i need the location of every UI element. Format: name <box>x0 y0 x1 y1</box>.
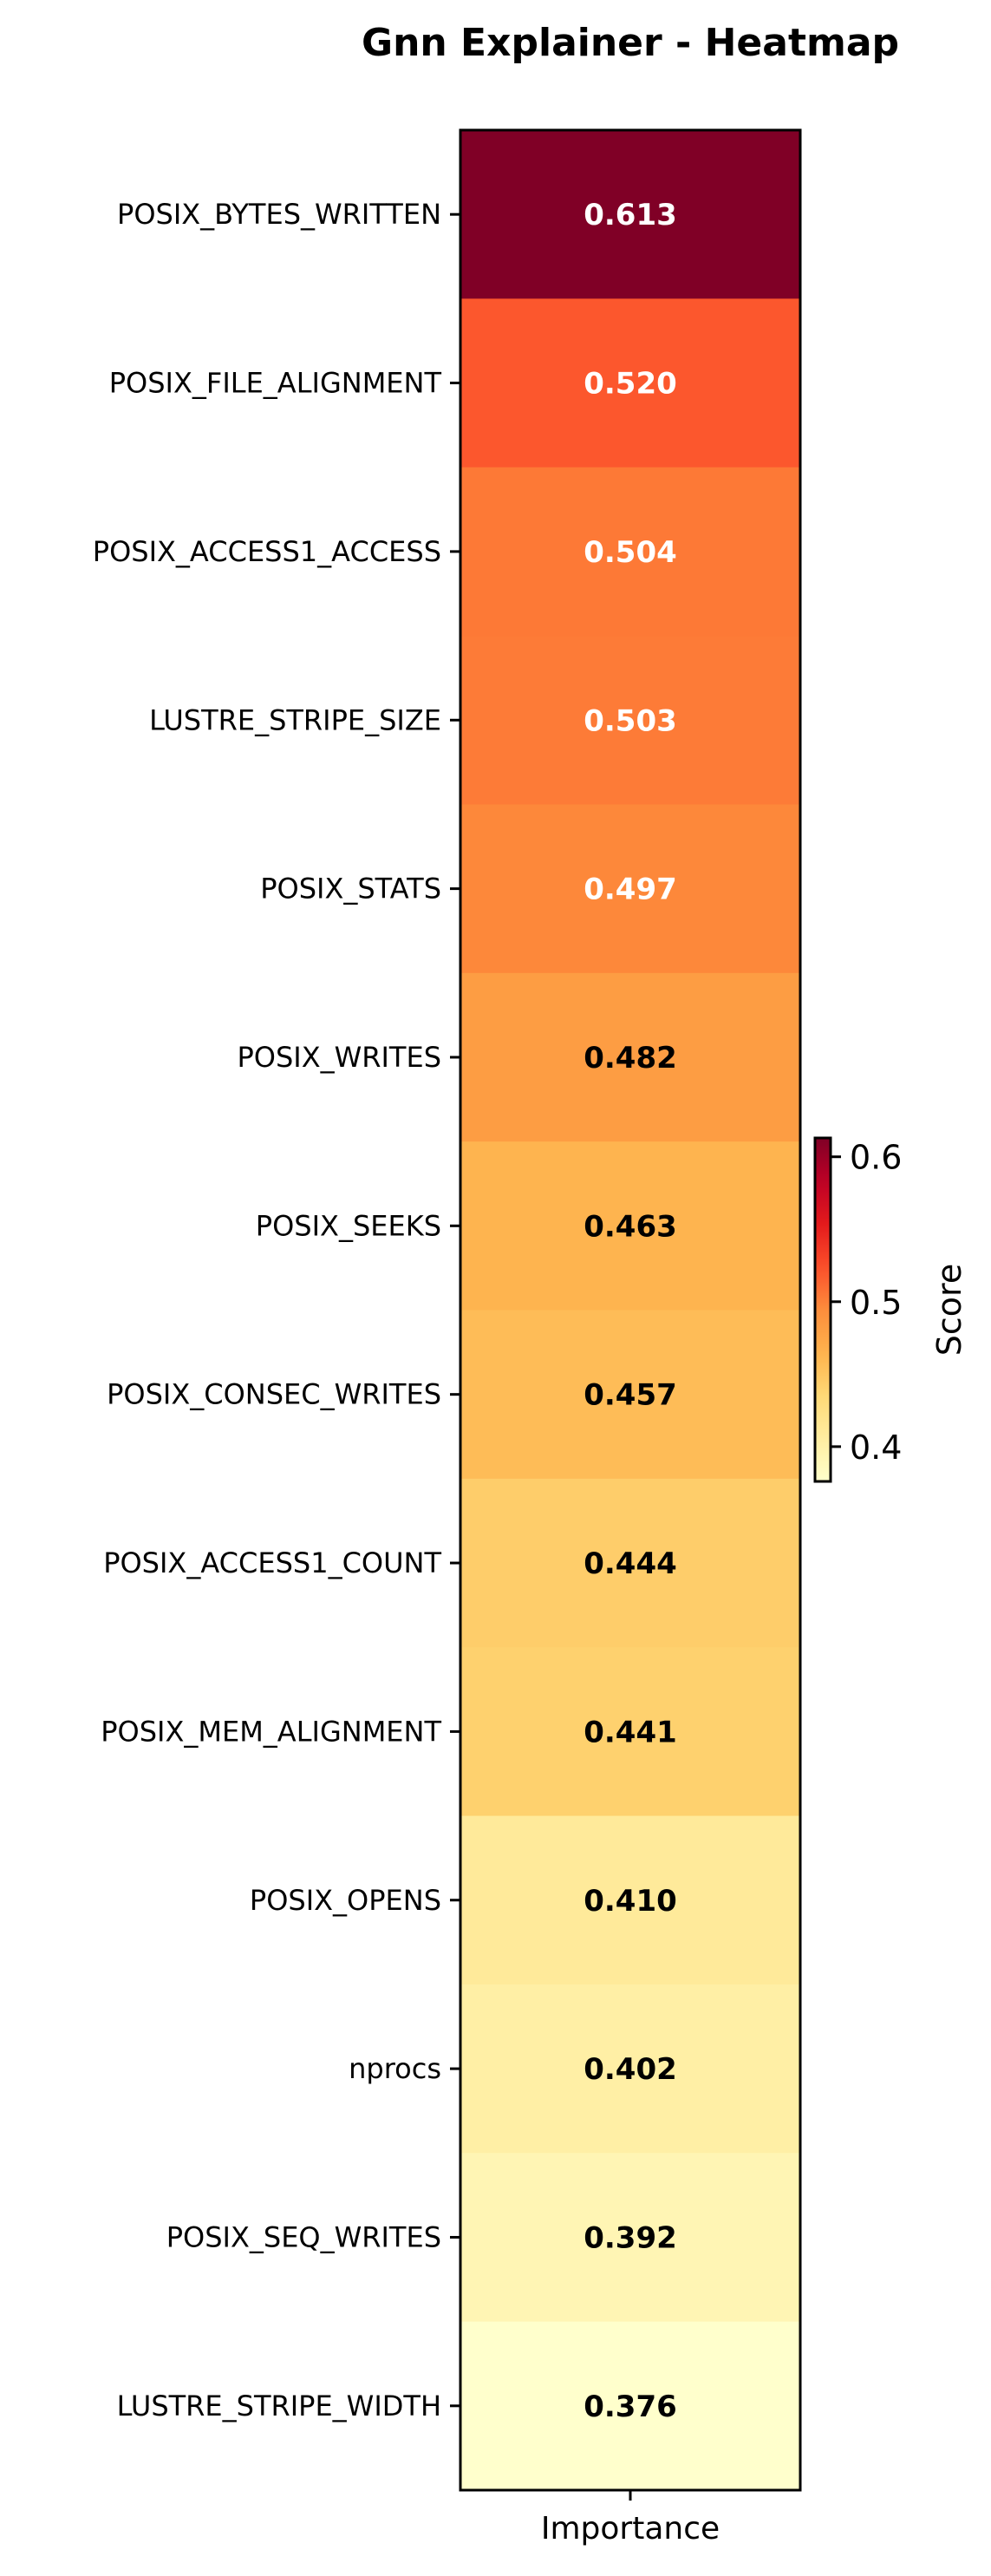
colorbar-tick-label: 0.5 <box>850 1284 902 1322</box>
column-labels: Importance <box>541 2490 720 2547</box>
cell-value-label: 0.613 <box>584 198 677 232</box>
cell-value-label: 0.504 <box>584 535 677 570</box>
heatmap-cell <box>460 1984 800 2154</box>
y-tick-label: nprocs <box>349 2052 441 2085</box>
y-tick-label: LUSTRE_STRIPE_WIDTH <box>117 2390 441 2422</box>
heatmap-cell <box>460 2153 800 2323</box>
cell-value-label: 0.497 <box>584 873 677 907</box>
colorbar-tick-label: 0.4 <box>850 1429 902 1467</box>
colorbar-label: Score <box>930 1264 968 1356</box>
heatmap-cell <box>460 298 800 468</box>
cell-value-label: 0.376 <box>584 2390 677 2424</box>
y-tick-label: POSIX_MEM_ALIGNMENT <box>101 1715 441 1748</box>
heatmap-cell <box>460 2321 800 2491</box>
cell-value-label: 0.482 <box>584 1041 677 1076</box>
heatmap-cell <box>460 130 800 299</box>
heatmap-cell <box>460 1478 800 1648</box>
y-tick-label: LUSTRE_STRIPE_SIZE <box>149 703 441 736</box>
heatmap-cells: 0.613 0.520 0.504 0.503 0.497 0.482 0.463 0.457… <box>460 130 800 2491</box>
cell-value-label: 0.392 <box>584 2220 677 2255</box>
heatmap-cell <box>460 972 800 1142</box>
heatmap-cell <box>460 467 800 637</box>
heatmap-cell <box>460 636 800 806</box>
cell-value-label: 0.503 <box>584 703 677 738</box>
colorbar: 0.4 0.5 0.6 Score <box>813 1136 968 1483</box>
heatmap-cell <box>460 1310 800 1480</box>
cell-value-label: 0.520 <box>584 367 677 402</box>
cell-value-label: 0.463 <box>584 1209 677 1244</box>
cell-value-label: 0.410 <box>584 1884 677 1919</box>
heatmap-cell <box>460 1815 800 1985</box>
y-tick-label: POSIX_CONSEC_WRITES <box>107 1378 441 1411</box>
y-tick-label: POSIX_ACCESS1_ACCESS <box>93 535 441 568</box>
cell-value-label: 0.444 <box>584 1546 677 1581</box>
colorbar-tick-label: 0.6 <box>850 1139 902 1177</box>
y-tick-label: POSIX_SEEKS <box>256 1209 441 1242</box>
cell-value-label: 0.441 <box>584 1715 677 1749</box>
y-tick-label: POSIX_OPENS <box>250 1884 441 1917</box>
y-tick-label: POSIX_SEQ_WRITES <box>166 2220 441 2253</box>
cell-value-label: 0.402 <box>584 2052 677 2087</box>
y-tick-label: POSIX_FILE_ALIGNMENT <box>109 367 442 400</box>
y-tick-label: POSIX_BYTES_WRITTEN <box>117 198 441 231</box>
heatmap-cell <box>460 1141 800 1311</box>
cell-value-label: 0.457 <box>584 1378 677 1413</box>
heatmap-cell <box>460 1647 800 1817</box>
x-tick-label: Importance <box>541 2511 720 2547</box>
y-tick-label: POSIX_STATS <box>260 873 441 906</box>
y-tick-label: POSIX_ACCESS1_COUNT <box>103 1546 441 1579</box>
heatmap-cell <box>460 804 800 974</box>
heatmap-frame <box>459 128 802 2492</box>
row-labels: POSIX_BYTES_WRITTEN POSIX_FILE_ALIGNMENT P… <box>93 198 460 2422</box>
y-tick-label: POSIX_WRITES <box>237 1041 441 1074</box>
colorbar-gradient <box>813 1136 832 1483</box>
chart-title: Gnn Explainer - Heatmap <box>362 21 899 65</box>
